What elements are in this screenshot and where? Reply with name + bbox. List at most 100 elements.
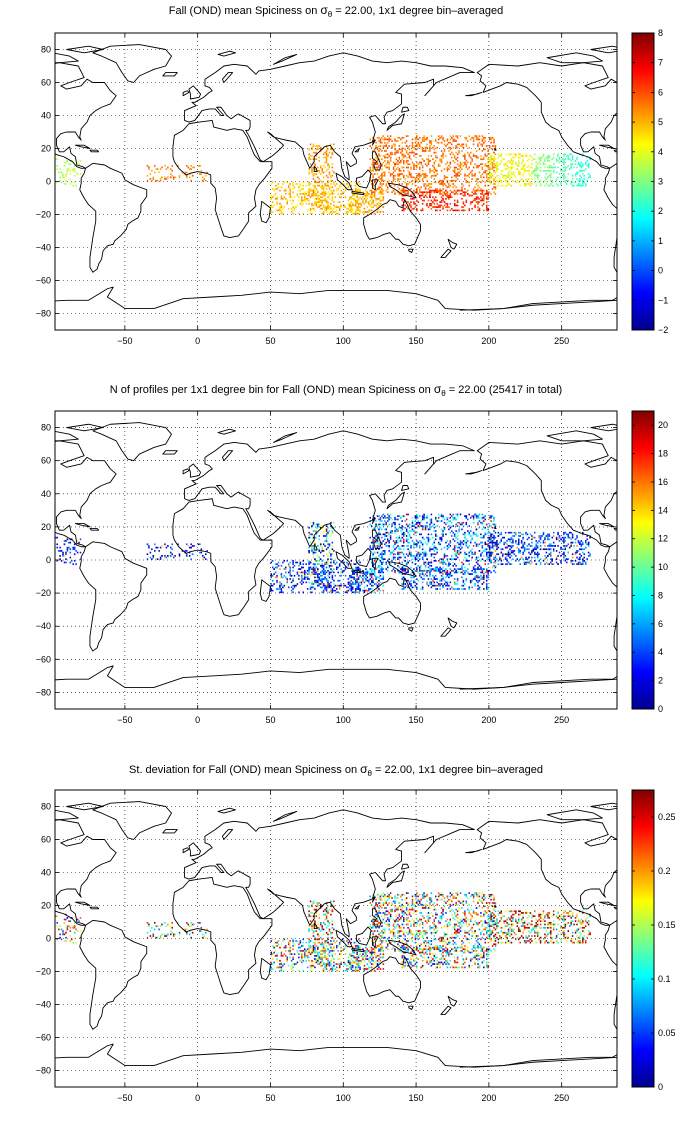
data-cell bbox=[318, 204, 321, 207]
data-cell bbox=[280, 574, 283, 577]
data-cell bbox=[490, 161, 492, 164]
data-cell bbox=[309, 574, 312, 577]
data-cell bbox=[312, 521, 315, 524]
data-cell bbox=[321, 586, 323, 589]
data-cell bbox=[465, 163, 468, 165]
data-cell bbox=[453, 209, 456, 212]
data-cell bbox=[311, 189, 313, 192]
data-cell bbox=[481, 558, 484, 560]
data-cell bbox=[154, 550, 156, 552]
data-cell bbox=[402, 176, 405, 179]
data-cell bbox=[280, 588, 283, 590]
data-cell bbox=[405, 518, 408, 521]
data-cell bbox=[363, 198, 366, 200]
data-cell bbox=[426, 158, 428, 161]
data-cell bbox=[566, 183, 568, 185]
data-cell bbox=[384, 516, 386, 519]
data-cell bbox=[401, 551, 404, 554]
data-cell bbox=[317, 166, 319, 169]
data-cell bbox=[388, 138, 390, 141]
data-cell bbox=[146, 553, 149, 556]
data-cell bbox=[426, 146, 428, 149]
data-cell bbox=[475, 533, 478, 536]
data-cell bbox=[343, 183, 345, 185]
data-cell bbox=[369, 546, 371, 549]
data-cell bbox=[468, 166, 470, 169]
data-cell bbox=[442, 156, 444, 159]
data-cell bbox=[317, 526, 319, 529]
data-cell bbox=[469, 201, 472, 203]
data-cell bbox=[459, 173, 462, 175]
data-cell bbox=[325, 201, 328, 203]
data-cell bbox=[424, 163, 427, 165]
data-cell bbox=[535, 166, 537, 169]
data-cell bbox=[414, 558, 417, 560]
data-cell bbox=[59, 558, 61, 560]
data-cell bbox=[467, 168, 469, 170]
data-cell bbox=[465, 523, 468, 526]
data-cell bbox=[469, 194, 472, 197]
data-cell bbox=[362, 211, 364, 213]
data-cell bbox=[359, 581, 361, 584]
data-cell bbox=[456, 189, 459, 192]
data-cell bbox=[350, 209, 353, 212]
data-cell bbox=[322, 555, 325, 557]
data-cell bbox=[372, 186, 374, 189]
data-cell bbox=[472, 143, 475, 146]
data-cell bbox=[347, 186, 350, 189]
data-cell bbox=[331, 589, 334, 592]
data-cell bbox=[394, 553, 396, 556]
data-cell bbox=[164, 178, 166, 180]
data-cell bbox=[398, 523, 401, 526]
data-cell bbox=[346, 207, 348, 210]
data-cell bbox=[289, 193, 291, 195]
data-cell bbox=[443, 204, 446, 207]
data-cell bbox=[423, 553, 425, 556]
data-cell bbox=[439, 189, 441, 192]
data-cell bbox=[325, 586, 328, 589]
data-cell bbox=[413, 555, 415, 557]
data-cell bbox=[416, 179, 418, 182]
data-cell bbox=[328, 591, 331, 594]
data-cell bbox=[455, 179, 457, 182]
data-cell bbox=[448, 184, 450, 187]
data-cell bbox=[475, 543, 478, 546]
data-cell bbox=[440, 204, 443, 207]
data-cell bbox=[424, 174, 427, 177]
data-cell bbox=[318, 160, 321, 162]
data-cell bbox=[369, 583, 371, 585]
data-cell bbox=[453, 166, 456, 169]
data-cell bbox=[477, 138, 479, 141]
data-cell bbox=[314, 530, 316, 532]
data-cell bbox=[477, 189, 479, 192]
data-cell bbox=[314, 165, 316, 167]
data-cell bbox=[318, 538, 321, 541]
data-cell bbox=[500, 161, 503, 164]
data-cell bbox=[456, 153, 459, 156]
data-cell bbox=[388, 155, 390, 157]
data-cell bbox=[327, 560, 329, 562]
data-cell bbox=[276, 202, 278, 205]
data-cell bbox=[338, 207, 341, 210]
data-cell bbox=[149, 551, 152, 554]
data-cell bbox=[421, 551, 424, 554]
data-cell bbox=[483, 515, 485, 517]
data-cell bbox=[487, 528, 489, 531]
data-cell bbox=[456, 193, 459, 195]
data-cell bbox=[373, 194, 376, 197]
data-cell bbox=[485, 179, 488, 182]
data-cell bbox=[477, 516, 479, 519]
data-cell bbox=[485, 189, 488, 192]
data-cell bbox=[318, 583, 321, 585]
data-cell bbox=[344, 566, 347, 569]
data-cell bbox=[417, 174, 420, 177]
data-cell bbox=[435, 160, 437, 162]
data-cell bbox=[384, 165, 386, 167]
data-cell bbox=[394, 153, 396, 156]
data-cell bbox=[328, 193, 331, 195]
data-cell bbox=[523, 165, 526, 167]
data-cell bbox=[397, 564, 399, 567]
data-cell bbox=[314, 209, 316, 212]
data-cell bbox=[356, 584, 358, 587]
data-cell bbox=[331, 186, 334, 189]
